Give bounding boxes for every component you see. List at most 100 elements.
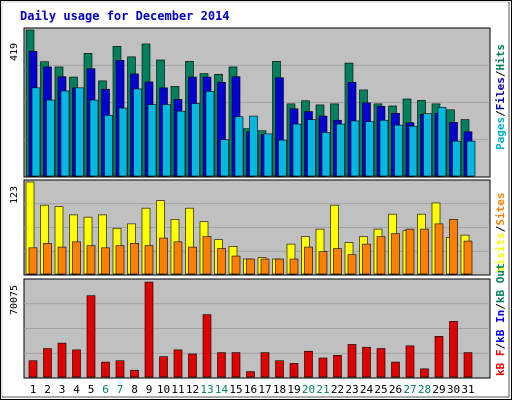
bar-pages-day-17: [263, 133, 273, 177]
x-tick-day-29: 29: [432, 383, 445, 396]
bar-kbf-day-22: [333, 355, 342, 378]
bar-sites-day-16: [246, 258, 255, 275]
bar-sites-day-12: [188, 246, 197, 275]
x-tick-day-22: 22: [331, 383, 344, 396]
bar-sites-day-26: [391, 233, 400, 275]
bar-sites-day-21: [318, 251, 328, 275]
bar-sites-day-3: [57, 246, 67, 275]
x-tick-day-18: 18: [273, 383, 286, 396]
bar-kbf-day-24: [362, 346, 371, 378]
bar-sites-day-4: [72, 241, 81, 275]
x-tick-day-25: 25: [374, 383, 387, 396]
bar-sites-day-29: [434, 223, 444, 275]
bar-pages-day-28: [423, 113, 432, 177]
legend-bottom-separator-1: /: [494, 343, 507, 350]
bar-sites-day-2: [43, 243, 52, 275]
x-tick-day-19: 19: [287, 383, 300, 396]
x-tick-day-28: 28: [418, 383, 431, 396]
x-tick-day-10: 10: [157, 383, 170, 396]
bar-kbf-day-10: [159, 356, 168, 378]
x-tick-day-4: 4: [73, 383, 80, 396]
bar-sites-day-24: [362, 243, 371, 275]
x-tick-day-1: 1: [30, 383, 37, 396]
legend-pages: Pages: [494, 117, 507, 150]
bar-pages-day-30: [452, 140, 461, 177]
legend-middle: Visits/Sites: [494, 193, 507, 273]
bar-pages-day-13: [205, 91, 215, 177]
x-tick-day-30: 30: [447, 383, 460, 396]
bar-kbf-day-30: [449, 321, 458, 378]
bar-pages-day-18: [278, 139, 287, 177]
bar-sites-day-6: [101, 247, 110, 275]
bar-pages-day-3: [60, 90, 70, 177]
legend-bottom-separator-2: /: [494, 303, 507, 310]
legend-middle-text: Visits/Sites: [494, 193, 507, 273]
bar-pages-day-10: [162, 104, 171, 177]
legend-top-separator-1: /: [494, 110, 507, 117]
legend-sites: Sites: [494, 193, 507, 226]
bar-kbf-day-26: [391, 361, 400, 378]
bar-sites-day-31: [463, 240, 473, 275]
bar-sites-day-17: [260, 258, 270, 275]
bar-pages-day-29: [437, 107, 447, 177]
bar-sites-day-27: [405, 228, 415, 275]
x-tick-day-11: 11: [171, 383, 184, 396]
bar-sites-day-22: [333, 248, 342, 275]
ymax-label-top: 419: [9, 43, 20, 61]
bar-pages-day-5: [89, 99, 99, 177]
legend-top-separator-2: /: [494, 70, 507, 77]
bar-pages-day-31: [466, 140, 476, 177]
legend-kb-in: kB In: [494, 310, 507, 343]
bar-pages-day-11: [176, 110, 186, 177]
x-tick-day-13: 13: [200, 383, 213, 396]
bar-kbf-day-5: [86, 295, 96, 378]
bar-kbf-day-23: [347, 344, 357, 378]
bar-pages-day-25: [379, 119, 389, 177]
legend-bottom: kB F/kB In/kB Out: [494, 263, 507, 376]
bar-kbf-day-1: [28, 360, 38, 378]
legend-visits: Visits: [494, 232, 507, 272]
legend-middle-separator-1: /: [494, 225, 507, 232]
legend-top: Pages/Files/Hits: [494, 44, 507, 150]
bar-pages-day-23: [350, 120, 360, 177]
bar-kbf-day-20: [304, 350, 313, 378]
bar-sites-day-28: [420, 228, 429, 275]
bar-kbf-day-15: [231, 352, 241, 378]
bar-pages-day-12: [191, 103, 200, 177]
bar-pages-day-21: [321, 132, 331, 177]
bar-kbf-day-8: [130, 369, 139, 378]
bar-sites-day-8: [130, 243, 139, 275]
bar-kbf-day-29: [434, 336, 444, 378]
x-tick-day-12: 12: [186, 383, 199, 396]
x-tick-day-14: 14: [215, 383, 229, 396]
x-tick-day-8: 8: [131, 383, 138, 396]
bar-sites-day-25: [376, 236, 386, 275]
bar-sites-day-20: [304, 246, 313, 275]
x-tick-day-23: 23: [345, 383, 358, 396]
bar-sites-day-13: [202, 236, 212, 275]
bar-kbf-day-16: [246, 371, 255, 378]
chart-title: Daily usage for December 2014: [20, 9, 230, 23]
bar-kbf-day-18: [275, 360, 284, 378]
bar-pages-day-9: [147, 104, 157, 177]
bar-pages-day-16: [249, 115, 258, 177]
x-tick-day-3: 3: [59, 383, 66, 396]
bar-kbf-day-6: [101, 361, 110, 378]
x-tick-labels: 1 2 3 4 5 6 7 8 9 10 11 12 13 14 15 16 17 18 19 20 21 22 23 24 2…: [30, 383, 475, 396]
bar-pages-day-19: [292, 123, 302, 177]
bars-bottom-panel: [28, 281, 473, 378]
bar-kbf-day-27: [405, 345, 415, 378]
bar-kbf-day-11: [173, 349, 183, 378]
x-tick-day-24: 24: [360, 383, 374, 396]
bar-kbf-day-25: [376, 348, 386, 378]
bar-kbf-day-28: [420, 368, 429, 378]
bars-middle-panel: [25, 181, 473, 275]
x-tick-day-16: 16: [244, 383, 257, 396]
bar-pages-day-1: [31, 87, 41, 177]
bar-pages-day-15: [234, 116, 244, 177]
bar-sites-day-10: [159, 237, 168, 275]
x-tick-day-31: 31: [461, 383, 474, 396]
